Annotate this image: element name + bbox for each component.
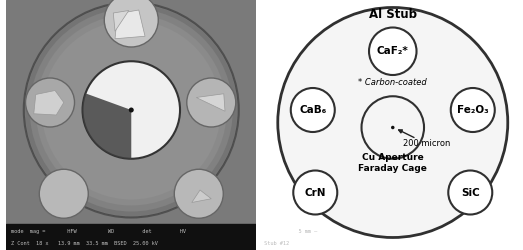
Circle shape <box>369 28 416 75</box>
Polygon shape <box>196 94 225 111</box>
Text: SiC: SiC <box>461 188 480 198</box>
Circle shape <box>448 170 492 214</box>
Circle shape <box>104 0 158 47</box>
Text: CaB₆: CaB₆ <box>299 105 326 115</box>
Polygon shape <box>192 190 211 202</box>
Text: mode  mag =       HFW          WD         det         HV                        : mode mag = HFW WD det HV <box>12 228 317 234</box>
Circle shape <box>187 78 236 127</box>
Bar <box>6 224 256 250</box>
Text: Cu Aperture
Faraday Cage: Cu Aperture Faraday Cage <box>358 153 427 173</box>
Circle shape <box>293 170 337 214</box>
Polygon shape <box>113 10 129 31</box>
Text: Al Stub: Al Stub <box>369 8 417 22</box>
Circle shape <box>291 88 335 132</box>
Circle shape <box>26 78 74 127</box>
Circle shape <box>361 96 424 159</box>
Circle shape <box>451 88 495 132</box>
Circle shape <box>83 61 180 159</box>
Polygon shape <box>115 10 145 39</box>
Circle shape <box>391 126 394 129</box>
Circle shape <box>129 108 134 112</box>
Circle shape <box>278 8 508 237</box>
Text: CaF₂*: CaF₂* <box>377 46 408 56</box>
Circle shape <box>39 169 88 218</box>
Circle shape <box>174 169 223 218</box>
Polygon shape <box>34 90 64 115</box>
Text: Z Cont  18 x   13.9 mm  33.5 mm  BSED  25.00 kV                                 : Z Cont 18 x 13.9 mm 33.5 mm BSED 25.00 k… <box>12 241 289 246</box>
Text: CrN: CrN <box>304 188 326 198</box>
Polygon shape <box>83 93 131 159</box>
Circle shape <box>24 2 239 218</box>
Text: 200 micron: 200 micron <box>403 139 450 148</box>
Text: * Carbon-coated: * Carbon-coated <box>358 78 427 87</box>
Text: Fe₂O₃: Fe₂O₃ <box>457 105 488 115</box>
